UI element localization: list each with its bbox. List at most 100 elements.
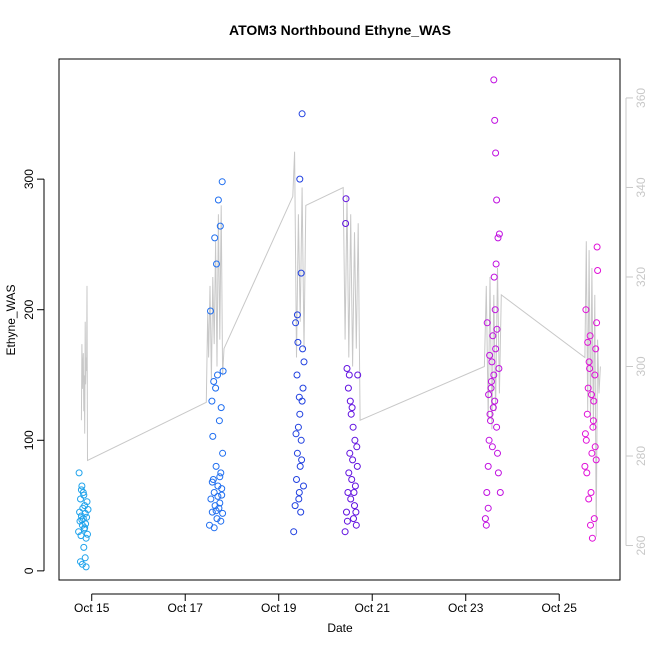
- data-point: [493, 325, 501, 333]
- data-point: [353, 443, 361, 451]
- data-point: [494, 449, 501, 457]
- data-point: [209, 432, 217, 440]
- data-point: [293, 371, 301, 379]
- data-point: [481, 515, 489, 523]
- data-point: [344, 384, 352, 392]
- data-point: [218, 491, 226, 499]
- y2-tick-label: 340: [634, 177, 648, 197]
- data-point: [584, 384, 592, 392]
- data-point: [211, 234, 219, 242]
- data-point: [295, 393, 303, 401]
- data-point: [294, 423, 302, 431]
- data-point: [494, 469, 502, 477]
- data-point: [219, 367, 227, 375]
- data-point: [484, 462, 492, 470]
- data-point: [216, 473, 224, 481]
- data-point: [345, 371, 353, 379]
- data-point: [299, 384, 307, 392]
- data-point: [486, 410, 494, 418]
- data-point: [341, 528, 349, 536]
- data-point: [485, 436, 493, 444]
- data-point: [82, 563, 90, 571]
- data-point: [483, 489, 491, 496]
- data-point: [492, 149, 500, 157]
- data-point: [582, 306, 590, 314]
- data-point: [593, 319, 601, 327]
- data-point: [296, 410, 304, 418]
- data-point: [217, 469, 225, 477]
- data-point: [291, 502, 299, 510]
- data-point: [342, 220, 350, 227]
- y-tick-label: 300: [22, 169, 36, 189]
- data-point: [351, 502, 358, 510]
- x-tick-label: Oct 15: [74, 601, 110, 615]
- data-point: [584, 338, 592, 346]
- data-point: [81, 524, 89, 532]
- data-point: [292, 430, 300, 438]
- data-point: [219, 509, 227, 517]
- x-axis: Oct 15 Oct 17 Oct 19 Oct 21 Oct 23 Oct 25: [74, 593, 578, 615]
- data-point: [351, 436, 359, 444]
- data-point: [215, 417, 223, 425]
- data-point: [295, 495, 303, 503]
- series-4: [341, 195, 362, 536]
- data-point: [489, 332, 497, 340]
- data-point: [219, 449, 227, 457]
- data-point: [490, 76, 498, 84]
- data-point: [482, 521, 490, 529]
- y-axis-label: Ethyne_WAS: [4, 285, 18, 356]
- data-point: [75, 469, 83, 477]
- data-point: [586, 332, 594, 340]
- x-axis-label: Date: [327, 621, 353, 635]
- data-point: [216, 499, 224, 507]
- data-point: [486, 351, 494, 359]
- data-point: [212, 462, 220, 470]
- data-point: [347, 410, 355, 418]
- data-point: [350, 515, 357, 523]
- data-point: [488, 443, 496, 451]
- data-point: [343, 365, 351, 372]
- data-point: [77, 558, 84, 566]
- data-point: [588, 449, 596, 457]
- data-point: [592, 345, 600, 353]
- data-point: [296, 462, 304, 470]
- data-point: [210, 489, 218, 496]
- data-point: [487, 378, 495, 385]
- data-point: [293, 311, 301, 319]
- data-point: [210, 524, 218, 532]
- data-point: [82, 520, 90, 528]
- series-3: [290, 110, 308, 536]
- data-point: [585, 358, 593, 366]
- data-point: [79, 489, 87, 496]
- data-point: [82, 534, 90, 542]
- data-point: [591, 371, 599, 379]
- data-point: [492, 345, 500, 353]
- data-point: [208, 508, 216, 516]
- y2-tick-label: 360: [634, 88, 648, 108]
- series-6: [581, 243, 602, 542]
- data-point: [343, 508, 350, 516]
- y-axis-left: 0 100 200 300: [22, 169, 45, 574]
- data-point: [213, 260, 220, 268]
- data-point: [212, 384, 220, 392]
- data-point: [352, 521, 360, 529]
- y2-tick-label: 320: [634, 267, 648, 287]
- data-point: [217, 517, 225, 525]
- series-5: [481, 76, 504, 529]
- data-point: [208, 397, 216, 405]
- data-point: [353, 462, 361, 470]
- data-point: [495, 230, 503, 238]
- data-point: [84, 530, 91, 538]
- data-point: [78, 482, 86, 490]
- data-point: [214, 196, 222, 204]
- secondary-line: [80, 151, 601, 537]
- data-point: [349, 456, 357, 464]
- y2-tick-label: 280: [634, 446, 648, 466]
- data-point: [296, 175, 304, 183]
- data-point: [348, 404, 356, 412]
- x-tick-label: Oct 25: [542, 601, 578, 615]
- data-point: [585, 495, 593, 503]
- data-point: [581, 462, 589, 470]
- y2-tick-label: 260: [634, 535, 648, 555]
- data-point: [590, 397, 598, 405]
